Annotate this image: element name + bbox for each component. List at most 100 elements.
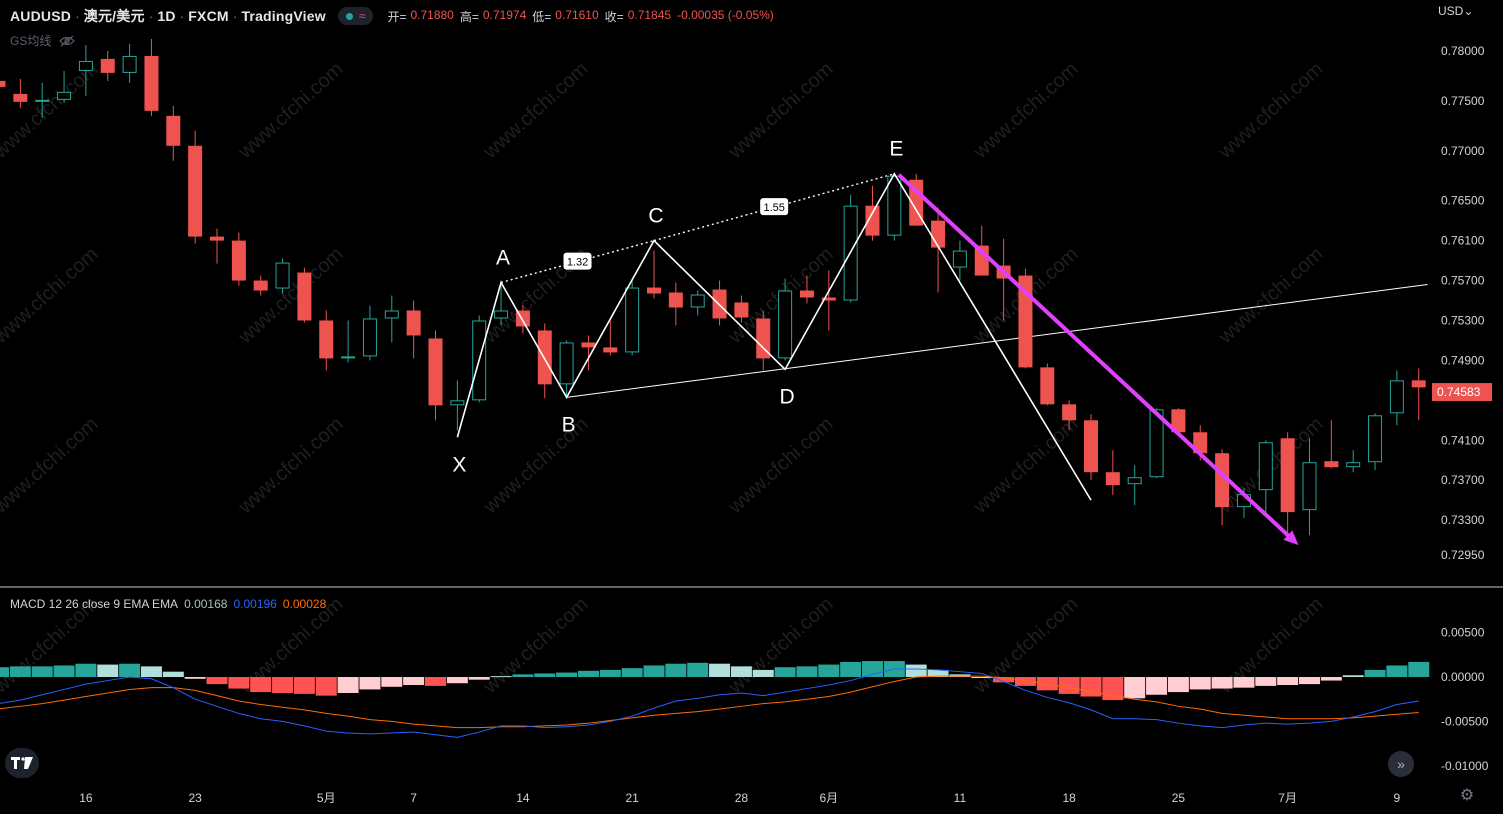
macd-line <box>0 668 1419 738</box>
point-label-b: B <box>562 413 576 436</box>
watermark-text: www.cfchi.com <box>479 593 593 699</box>
macd-axis[interactable]: 0.00500 0.00000 -0.00500 -0.01000 <box>1441 626 1489 773</box>
time-tick-label: 16 <box>79 791 93 805</box>
point-label-c: C <box>648 205 663 228</box>
candle-body <box>144 55 159 111</box>
eye-off-icon[interactable] <box>59 35 76 47</box>
price-tick-label: 0.76100 <box>1441 234 1485 248</box>
candle-body <box>0 80 6 87</box>
time-axis[interactable]: 16 23 5月 7 14 21 28 6月 11 18 25 7月 9 <box>79 791 1400 805</box>
macd-tick-label: -0.01000 <box>1441 759 1489 773</box>
close-value: 0.71845 <box>627 7 672 22</box>
candle-body <box>734 302 749 318</box>
high-label: 高= <box>459 9 479 24</box>
point-label-d: D <box>780 385 795 408</box>
watermark-text: www.cfchi.com <box>1214 243 1328 349</box>
macd-hist-value: 0.00168 <box>184 597 228 611</box>
separator: · <box>75 8 80 24</box>
candle-body <box>188 145 203 237</box>
watermark-text: www.cfchi.com <box>0 243 102 349</box>
candle-body <box>1171 409 1186 433</box>
ratio-label: 1.32 <box>567 257 588 269</box>
macd-histogram-bar <box>1124 677 1146 699</box>
tv-logo-icon <box>11 757 33 769</box>
exchange: FXCM <box>188 8 229 24</box>
indicator-legend[interactable]: GS均线 <box>10 32 76 49</box>
currency-select[interactable]: USD⌄ <box>1438 4 1474 18</box>
candle-body <box>166 115 181 146</box>
downtrend-arrow <box>897 173 1291 538</box>
candle-body <box>122 55 137 73</box>
candle-body <box>57 91 72 100</box>
macd-histogram-bar <box>337 677 359 693</box>
candle-body <box>1084 420 1098 473</box>
macd-histogram-bar <box>1211 677 1233 689</box>
gear-icon[interactable]: ⚙ <box>1459 787 1475 804</box>
time-tick-label: 21 <box>625 791 639 805</box>
macd-histogram-bar <box>162 671 184 678</box>
time-tick-label: 28 <box>735 791 749 805</box>
indicator-name[interactable]: GS均线 <box>10 34 52 48</box>
candle-body <box>1280 438 1295 513</box>
candle-body <box>1127 477 1142 485</box>
ohlc-values: 开= 0.71880 高= 0.71974 低= 0.71610 收= 0.71845 … <box>387 8 775 25</box>
macd-histogram-bar <box>643 665 665 678</box>
price-tick-label: 0.74900 <box>1441 353 1485 367</box>
high-value: 0.71974 <box>482 7 527 22</box>
macd-histogram-bar <box>359 677 381 690</box>
trendline <box>566 284 1428 398</box>
macd-legend[interactable]: MACD 12 26 close 9 EMA EMA 0.00168 0.001… <box>10 597 326 611</box>
candle-body <box>341 356 356 359</box>
interval[interactable]: 1D <box>157 8 176 24</box>
point-label-e: E <box>889 138 903 161</box>
candle-body <box>756 318 771 359</box>
macd-histogram-bar <box>774 667 796 678</box>
separator: · <box>232 8 238 24</box>
scroll-to-realtime-button[interactable]: » <box>1388 751 1414 777</box>
watermark-text: www.cfchi.com <box>0 58 102 164</box>
macd-signal-line <box>0 675 1419 729</box>
low-label: 低= <box>532 9 552 24</box>
price-tick-label: 0.74100 <box>1441 433 1485 447</box>
candle-body <box>231 240 246 281</box>
macd-histogram-bar <box>75 663 97 678</box>
ratio-line <box>653 173 895 242</box>
candle-body <box>581 342 596 348</box>
candle-body <box>1040 367 1055 405</box>
candle-body <box>952 250 967 268</box>
watermark-text: www.cfchi.com <box>724 413 838 519</box>
downtrend-arrowhead <box>1283 530 1299 546</box>
candle-body <box>799 290 814 298</box>
pattern-layer <box>566 284 1428 398</box>
candle-body <box>384 310 399 319</box>
macd-histogram-bar <box>818 664 840 678</box>
macd-histogram-bar <box>31 666 53 678</box>
price-axis[interactable]: 0.78000 0.77500 0.77000 0.76500 0.76100 0.757… <box>1432 44 1492 562</box>
macd-line-value: 0.00196 <box>233 597 277 611</box>
candle-body <box>909 179 924 226</box>
candle-body <box>931 220 946 248</box>
candle-body <box>537 330 552 385</box>
watermark-text: www.cfchi.com <box>969 58 1083 164</box>
candle-body <box>865 205 880 236</box>
candle-body <box>319 320 334 359</box>
time-tick-label: 14 <box>516 791 530 805</box>
price-tick-label: 0.75300 <box>1441 313 1485 327</box>
candle-body <box>1062 404 1077 421</box>
macd-histogram-bar <box>971 677 993 679</box>
macd-histogram-bar <box>730 666 752 678</box>
macd-histogram-bar <box>1320 677 1342 681</box>
watermark-text: www.cfchi.com <box>0 413 102 519</box>
symbol[interactable]: AUDUSD <box>10 8 72 24</box>
tradingview-logo[interactable] <box>5 748 39 778</box>
watermark-text: www.cfchi.com <box>969 413 1083 519</box>
candle-body <box>668 292 683 308</box>
macd-histogram-bar <box>468 677 490 680</box>
macd-histogram-bar <box>752 669 774 678</box>
macd-label[interactable]: MACD 12 26 close 9 EMA EMA <box>10 597 179 611</box>
candle-body <box>362 318 377 357</box>
wave-icon: ≈ <box>358 9 366 23</box>
market-status[interactable]: ≈ <box>337 7 374 25</box>
last-price-label: 0.74583 <box>1437 385 1481 399</box>
